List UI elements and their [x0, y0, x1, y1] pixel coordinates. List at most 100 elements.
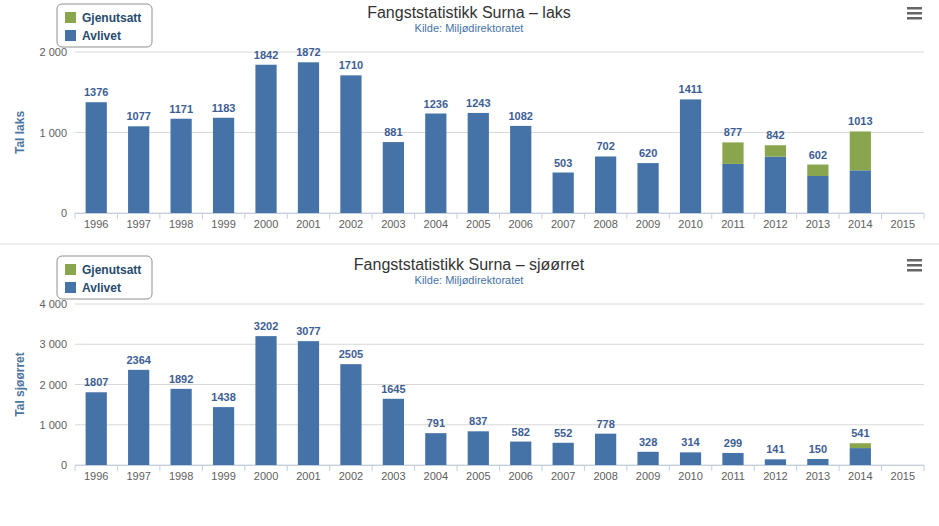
- legend-box: [57, 256, 152, 299]
- bar: [765, 459, 786, 460]
- legend: Gjenutsatt Avlivet: [57, 4, 152, 47]
- x-tick-label: 2013: [806, 470, 830, 482]
- bar: [298, 341, 319, 465]
- y-tick-label: 2 000: [39, 379, 67, 391]
- bar: [468, 112, 489, 113]
- y-axis-title: Tal sjøørret: [13, 352, 27, 416]
- y-tick-label: 1 000: [39, 127, 67, 139]
- x-tick-label: 2000: [254, 218, 278, 230]
- x-tick-label: 1999: [211, 218, 235, 230]
- y-tick-label: 0: [61, 207, 67, 219]
- y-tick-label: 1 000: [39, 419, 67, 431]
- legend-item[interactable]: Avlivet: [65, 29, 121, 43]
- x-tick: [75, 465, 76, 471]
- bar: [128, 369, 149, 370]
- total-label: 620: [639, 147, 657, 159]
- bar: [765, 459, 786, 465]
- bar: [765, 157, 786, 213]
- bar: [128, 126, 149, 127]
- export-menu[interactable]: [907, 7, 922, 20]
- bar: [128, 126, 149, 213]
- total-label: 582: [512, 426, 530, 438]
- x-tick: [881, 213, 882, 219]
- bar: [86, 392, 107, 393]
- legend-item[interactable]: Gjenutsatt: [65, 11, 141, 25]
- x-tick: [711, 213, 712, 219]
- x-tick-label: 2011: [721, 218, 745, 230]
- legend-item[interactable]: Gjenutsatt: [65, 263, 141, 277]
- bar: [425, 433, 446, 434]
- total-label: 1807: [84, 376, 108, 388]
- total-label: 1710: [339, 59, 363, 71]
- x-tick-label: 2003: [381, 470, 405, 482]
- x-tick-label: 2001: [296, 218, 320, 230]
- chart-canvas: Fangststatistikk Surna – laksKilde: Milj…: [0, 0, 939, 526]
- x-tick: [159, 213, 160, 219]
- x-tick: [584, 465, 585, 471]
- total-label: 1077: [126, 110, 150, 122]
- bar: [553, 442, 574, 443]
- bar: [468, 113, 489, 213]
- total-label: 2505: [339, 348, 363, 360]
- total-label: 1171: [169, 103, 193, 115]
- x-tick: [414, 213, 415, 219]
- legend-label[interactable]: Avlivet: [82, 29, 121, 43]
- bar: [807, 165, 828, 176]
- total-label: 702: [596, 140, 614, 152]
- total-label: 1236: [424, 98, 448, 110]
- total-label: 842: [766, 129, 784, 141]
- x-tick: [499, 465, 500, 471]
- bar: [255, 336, 276, 465]
- legend-label[interactable]: Avlivet: [82, 281, 121, 295]
- total-label: 141: [766, 443, 784, 455]
- bar: [171, 118, 192, 119]
- legend-item[interactable]: Avlivet: [65, 281, 121, 295]
- bar: [383, 399, 404, 465]
- bar: [340, 75, 361, 213]
- bar: [850, 131, 871, 170]
- bar: [722, 142, 743, 163]
- bar: [553, 443, 574, 465]
- menu-line: [907, 12, 922, 15]
- bar: [722, 453, 743, 465]
- x-tick: [329, 465, 330, 471]
- total-label: 1243: [466, 97, 490, 109]
- legend-swatch: [65, 12, 76, 23]
- x-tick-label: 1998: [169, 470, 193, 482]
- bar: [86, 392, 107, 465]
- legend-label[interactable]: Gjenutsatt: [82, 263, 141, 277]
- bar: [298, 62, 319, 63]
- x-tick-label: 2015: [891, 470, 915, 482]
- bar: [807, 458, 828, 459]
- x-tick-label: 2010: [678, 470, 702, 482]
- bar: [637, 451, 658, 452]
- export-menu[interactable]: [907, 259, 922, 272]
- total-label: 837: [469, 415, 487, 427]
- total-label: 3077: [296, 325, 320, 337]
- menu-line: [907, 259, 922, 262]
- x-tick-label: 2014: [848, 470, 872, 482]
- x-tick-label: 2011: [721, 470, 745, 482]
- x-tick: [287, 213, 288, 219]
- x-tick-label: 2006: [508, 218, 532, 230]
- x-tick-label: 2010: [678, 218, 702, 230]
- x-tick: [457, 465, 458, 471]
- total-label: 881: [384, 126, 402, 138]
- legend-swatch: [65, 264, 76, 275]
- legend-label[interactable]: Gjenutsatt: [82, 11, 141, 25]
- x-tick: [75, 213, 76, 219]
- bar: [595, 156, 616, 157]
- x-tick: [414, 465, 415, 471]
- legend: Gjenutsatt Avlivet: [57, 256, 152, 299]
- bar: [850, 443, 871, 448]
- bar: [425, 433, 446, 465]
- bar: [255, 64, 276, 65]
- y-tick-label: 0: [61, 459, 67, 471]
- total-label: 314: [681, 436, 700, 448]
- x-tick-label: 2015: [891, 218, 915, 230]
- menu-line: [907, 17, 922, 20]
- menu-line: [907, 7, 922, 10]
- total-label: 877: [724, 126, 742, 138]
- bar: [722, 164, 743, 213]
- total-label: 791: [427, 417, 445, 429]
